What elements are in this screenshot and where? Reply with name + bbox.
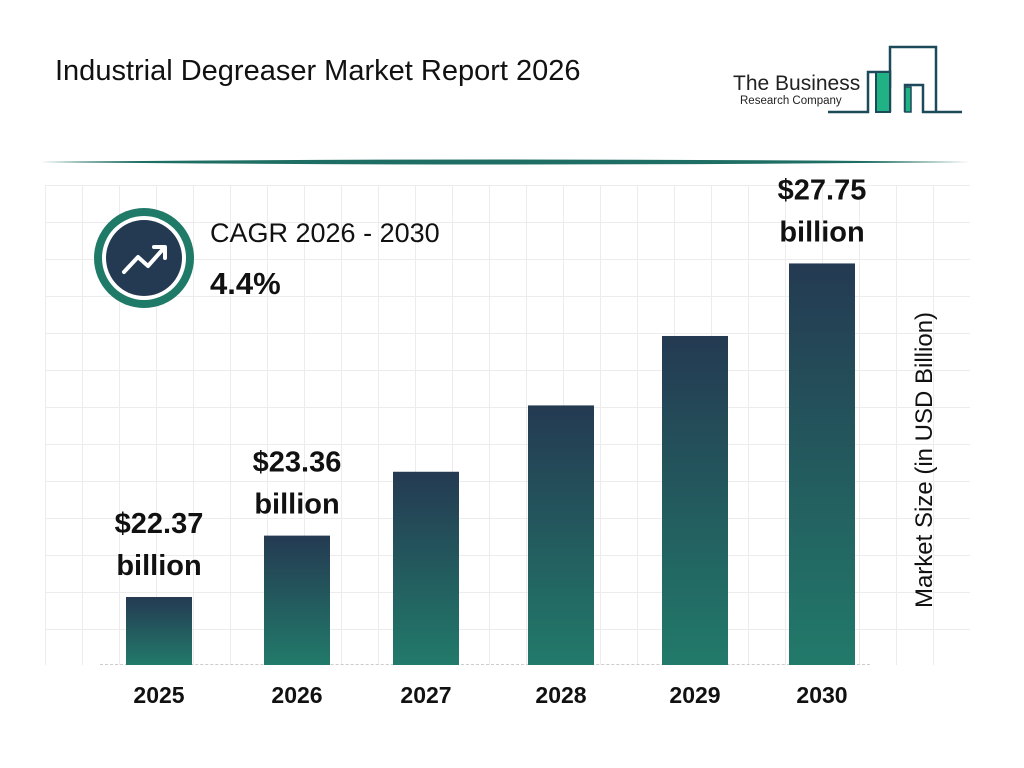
x-tick-label: 2027 [400,682,451,708]
x-tick-label: 2030 [796,682,847,708]
x-axis-baseline [100,664,870,665]
x-tick-label: 2028 [535,682,586,708]
cagr-value: 4.4% [210,266,281,301]
data-label-unit: billion [254,489,339,521]
data-label-unit: billion [116,550,201,582]
data-label-unit: billion [779,216,864,248]
logo-line2: Research Company [740,95,842,107]
bar-2028 [528,405,594,665]
bar-2030 [789,263,855,665]
x-tick-label: 2025 [133,682,184,708]
data-label-value: $27.75 [778,174,867,206]
cagr-badge [94,208,194,308]
logo-line1: The Business [733,72,861,95]
trend-up-arrow-icon [122,245,167,274]
bar-2025 [126,597,192,665]
bar-2029 [662,335,728,665]
page-title: Industrial Degreaser Market Report 2026 [55,55,581,87]
cagr-label: CAGR 2026 - 2030 [210,218,440,248]
x-tick-label: 2026 [271,682,322,708]
data-label-value: $22.37 [115,508,204,540]
header-divider [40,159,970,165]
logo-buildings-icon [828,45,962,114]
data-label-value: $23.36 [253,447,342,479]
x-tick-label: 2029 [669,682,720,708]
company-logo: The Business Research Company [730,40,970,120]
bar-2026 [264,535,330,665]
bar-2027 [393,471,459,665]
